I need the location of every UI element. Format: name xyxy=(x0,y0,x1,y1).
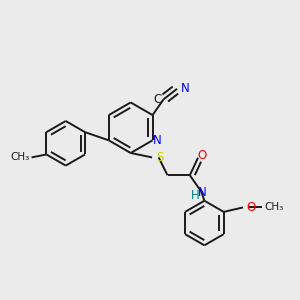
Text: S: S xyxy=(156,151,164,164)
Text: N: N xyxy=(181,82,189,95)
Text: CH₃: CH₃ xyxy=(264,202,284,212)
Text: O: O xyxy=(197,149,206,163)
Text: O: O xyxy=(247,201,256,214)
Text: N: N xyxy=(198,186,207,199)
Text: CH₃: CH₃ xyxy=(10,152,29,162)
Text: C: C xyxy=(154,93,162,106)
Text: N: N xyxy=(153,134,162,147)
Text: H: H xyxy=(191,190,200,202)
